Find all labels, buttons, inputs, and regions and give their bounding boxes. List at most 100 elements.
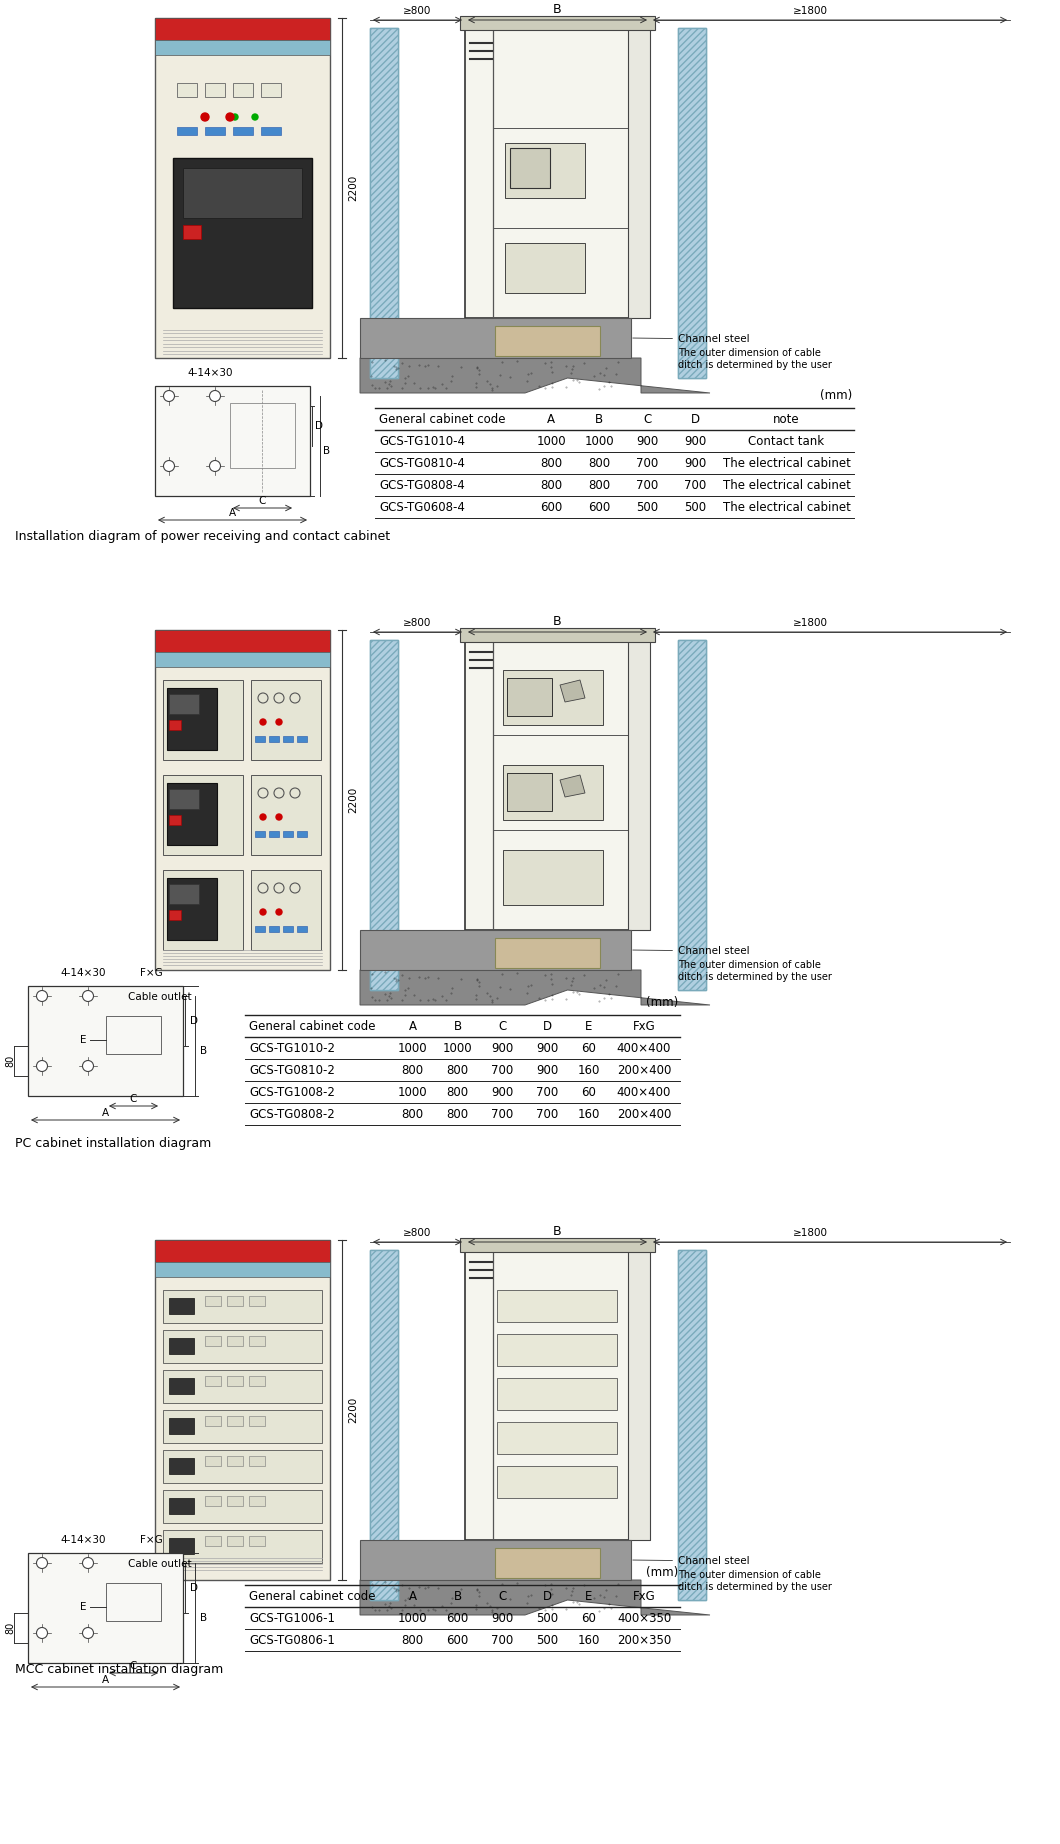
Text: 200×400: 200×400 <box>617 1064 671 1077</box>
Text: 500: 500 <box>684 500 706 513</box>
Text: 1000: 1000 <box>398 1612 427 1625</box>
Text: B: B <box>200 1614 207 1623</box>
Text: 500: 500 <box>536 1612 559 1625</box>
Text: GCS-TG1010-2: GCS-TG1010-2 <box>249 1042 335 1055</box>
Text: GCS-TG0808-2: GCS-TG0808-2 <box>249 1108 335 1121</box>
Bar <box>163 774 243 856</box>
Bar <box>249 1457 265 1466</box>
Text: GCS-TG0806-1: GCS-TG0806-1 <box>249 1634 335 1647</box>
Bar <box>283 832 293 837</box>
Bar <box>155 385 310 496</box>
Bar <box>678 1250 706 1601</box>
Text: 800: 800 <box>540 457 562 470</box>
Bar <box>370 640 398 990</box>
Text: GCS-TG1008-2: GCS-TG1008-2 <box>249 1086 335 1099</box>
Bar <box>28 987 183 1095</box>
Text: GCS-TG0808-4: GCS-TG0808-4 <box>379 478 464 492</box>
Text: 800: 800 <box>588 457 611 470</box>
Text: Contact tank: Contact tank <box>748 435 825 448</box>
Bar <box>283 926 293 931</box>
Text: 200×400: 200×400 <box>617 1108 671 1121</box>
Bar <box>370 28 398 378</box>
Text: 60: 60 <box>582 1086 597 1099</box>
Polygon shape <box>360 1580 710 1615</box>
Circle shape <box>232 114 238 120</box>
Circle shape <box>36 1060 48 1071</box>
Text: B: B <box>454 1020 461 1033</box>
Text: GCS-TG1010-4: GCS-TG1010-4 <box>379 435 465 448</box>
Bar <box>249 1376 265 1387</box>
Bar <box>678 28 706 378</box>
Text: 900: 900 <box>492 1612 514 1625</box>
Text: GCS-TG0810-4: GCS-TG0810-4 <box>379 457 465 470</box>
Bar <box>678 28 706 378</box>
Bar <box>169 909 181 920</box>
Circle shape <box>252 114 258 120</box>
Bar <box>628 1250 650 1540</box>
Text: 700: 700 <box>684 478 706 492</box>
Text: 800: 800 <box>402 1108 424 1121</box>
Bar <box>28 1553 183 1663</box>
Bar <box>155 1239 330 1580</box>
Text: 1000: 1000 <box>398 1086 427 1099</box>
Bar <box>205 1337 220 1346</box>
Bar <box>297 832 307 837</box>
Text: Cable outlet: Cable outlet <box>128 992 192 1001</box>
Bar <box>163 1291 322 1322</box>
Text: A: A <box>102 1674 109 1685</box>
Bar <box>249 1416 265 1425</box>
Text: 160: 160 <box>578 1108 600 1121</box>
Bar <box>507 773 552 811</box>
Bar <box>173 159 312 308</box>
Text: A: A <box>547 413 555 426</box>
Text: C: C <box>498 1020 507 1033</box>
Bar <box>177 83 197 98</box>
Bar <box>678 1250 706 1601</box>
Bar <box>227 1296 243 1306</box>
Text: 700: 700 <box>536 1086 559 1099</box>
Text: 800: 800 <box>402 1634 424 1647</box>
Bar <box>297 736 307 741</box>
Text: 80: 80 <box>5 1623 15 1634</box>
Bar <box>360 1540 631 1580</box>
Bar <box>155 653 330 668</box>
Text: 900: 900 <box>492 1042 514 1055</box>
Bar <box>205 1536 220 1545</box>
Circle shape <box>276 909 282 915</box>
Bar <box>233 127 253 135</box>
Bar <box>283 736 293 741</box>
Text: C: C <box>129 1093 137 1105</box>
Text: 700: 700 <box>636 478 658 492</box>
Circle shape <box>260 719 266 725</box>
Text: ≥1800: ≥1800 <box>793 618 828 629</box>
Bar <box>169 1339 194 1353</box>
Text: ≥800: ≥800 <box>403 618 431 629</box>
Text: 800: 800 <box>588 478 611 492</box>
Text: ≥1800: ≥1800 <box>793 1228 828 1237</box>
Text: A: A <box>102 1108 109 1117</box>
Bar <box>678 640 706 990</box>
Bar <box>205 1457 220 1466</box>
Bar <box>163 870 243 950</box>
Text: FxG: FxG <box>633 1590 655 1602</box>
Text: E: E <box>585 1020 593 1033</box>
Text: B: B <box>595 413 603 426</box>
Text: B: B <box>553 616 562 629</box>
Text: C: C <box>259 496 266 505</box>
Text: 400×400: 400×400 <box>617 1042 671 1055</box>
Text: 80: 80 <box>5 1055 15 1068</box>
Text: (mm): (mm) <box>646 1566 678 1578</box>
Text: 600: 600 <box>540 500 562 513</box>
Bar <box>227 1457 243 1466</box>
Bar <box>230 404 295 468</box>
Circle shape <box>36 990 48 1001</box>
Circle shape <box>276 813 282 821</box>
Text: 600: 600 <box>588 500 611 513</box>
Bar <box>628 28 650 317</box>
Bar <box>163 680 243 760</box>
Bar <box>269 832 279 837</box>
Text: GCS-TG1006-1: GCS-TG1006-1 <box>249 1612 335 1625</box>
Bar <box>507 679 552 715</box>
Circle shape <box>276 719 282 725</box>
Text: 700: 700 <box>492 1108 514 1121</box>
